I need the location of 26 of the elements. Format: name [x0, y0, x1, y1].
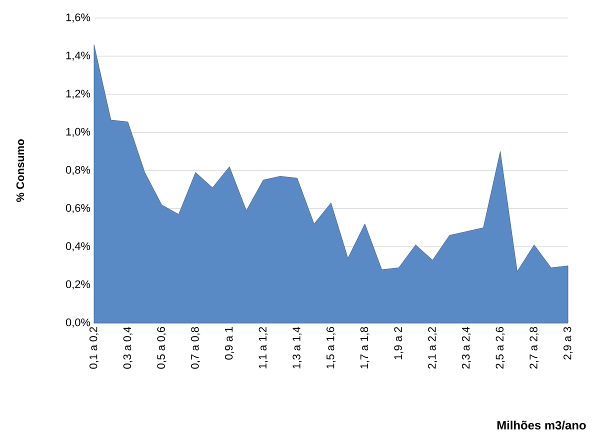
x-axis-title: Milhões m3/ano	[497, 420, 586, 430]
x-tick-label: 1,3 a 1,4	[292, 326, 302, 368]
y-tick-label: 0,2%	[66, 280, 90, 290]
x-tick-label: 2,7 a 2,8	[530, 327, 539, 369]
x-tick-label: 1,9 a 2	[394, 327, 404, 360]
y-tick-label: 0,0%	[66, 318, 90, 328]
x-tick-label: 0,5 a 0,6	[157, 327, 166, 369]
x-tick-label: 2,9 a 3	[563, 327, 573, 360]
x-tick-label: 1,1 a 1,2	[258, 327, 268, 368]
x-tick-label: 2,3 a 2,4	[462, 326, 471, 369]
x-tick-label: 2,5 a 2,6	[496, 327, 505, 369]
y-axis-title: % Consumo	[16, 139, 24, 202]
x-tick-label: 0,1 a 0,2	[89, 327, 99, 369]
x-tick-label: 2,1 a 2,2	[428, 327, 438, 369]
x-tick-label: 0,7 a 0,8	[191, 327, 200, 369]
x-tick-label: 1,7 a 1,8	[360, 327, 370, 368]
x-tick-label: 0,3 a 0,4	[123, 326, 132, 369]
y-tick-label: 0,4%	[66, 242, 90, 252]
y-tick-label: 1,4%	[66, 52, 90, 61]
y-tick-label: 0,8%	[66, 166, 90, 176]
y-tick-label: 1,0%	[66, 128, 90, 137]
y-tick-label: 0,6%	[66, 204, 90, 214]
y-tick-label: 1,2%	[66, 90, 90, 99]
x-tick-label: 0,9 a 1	[224, 327, 234, 360]
y-tick-label: 1,6%	[66, 13, 90, 23]
x-tick-label: 1,5 a 1,6	[326, 327, 336, 368]
